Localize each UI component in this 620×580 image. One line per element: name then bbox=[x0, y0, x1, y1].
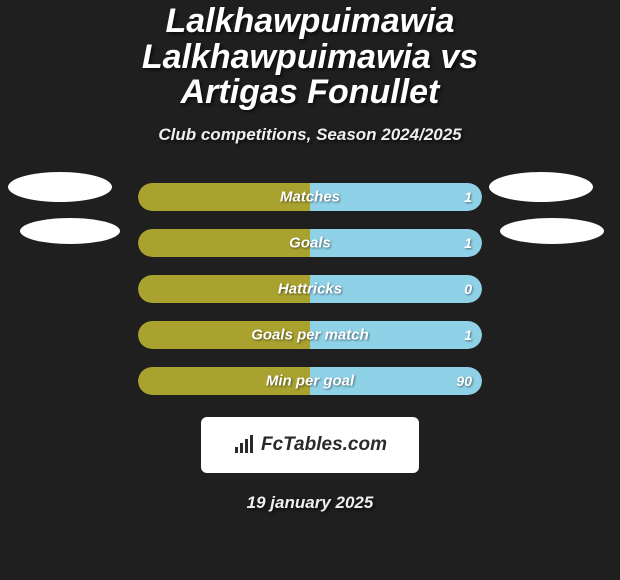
stat-label: Goals bbox=[289, 235, 331, 252]
stat-row: Goals per match 1 bbox=[138, 321, 482, 349]
avatar-right-2 bbox=[500, 218, 604, 244]
date-text: 19 january 2025 bbox=[0, 493, 620, 513]
stats-list: Matches 1 Goals 1 Hattricks 0 Goals per match 1… bbox=[0, 183, 620, 395]
stat-fill-left bbox=[138, 229, 310, 257]
title-line-1: Lalkhawpuimawia Lalkhawpuimawia vs bbox=[142, 2, 478, 76]
title-line-2: Artigas Fonullet bbox=[181, 73, 440, 111]
avatar-left-2 bbox=[20, 218, 120, 244]
stat-fill-right bbox=[310, 229, 482, 257]
stat-row: Goals 1 bbox=[138, 229, 482, 257]
subtitle: Club competitions, Season 2024/2025 bbox=[0, 125, 620, 145]
avatar-right-1 bbox=[489, 172, 593, 202]
comparison-card: Lalkhawpuimawia Lalkhawpuimawia vs Artig… bbox=[0, 0, 620, 580]
source-badge: FcTables.com bbox=[201, 417, 419, 473]
stat-row: Min per goal 90 bbox=[138, 367, 482, 395]
chart-icon bbox=[233, 435, 255, 455]
page-title: Lalkhawpuimawia Lalkhawpuimawia vs Artig… bbox=[0, 4, 620, 111]
stat-label: Hattricks bbox=[278, 281, 342, 298]
stat-value-right: 0 bbox=[464, 281, 472, 297]
stat-label: Matches bbox=[280, 189, 340, 206]
stat-row: Hattricks 0 bbox=[138, 275, 482, 303]
stat-label: Min per goal bbox=[266, 373, 354, 390]
source-badge-text: FcTables.com bbox=[261, 434, 387, 456]
stat-value-right: 1 bbox=[464, 189, 472, 205]
stat-row: Matches 1 bbox=[138, 183, 482, 211]
stat-label: Goals per match bbox=[251, 327, 369, 344]
avatar-left-1 bbox=[8, 172, 112, 202]
stat-value-right: 90 bbox=[456, 373, 472, 389]
stat-value-right: 1 bbox=[464, 327, 472, 343]
stat-value-right: 1 bbox=[464, 235, 472, 251]
